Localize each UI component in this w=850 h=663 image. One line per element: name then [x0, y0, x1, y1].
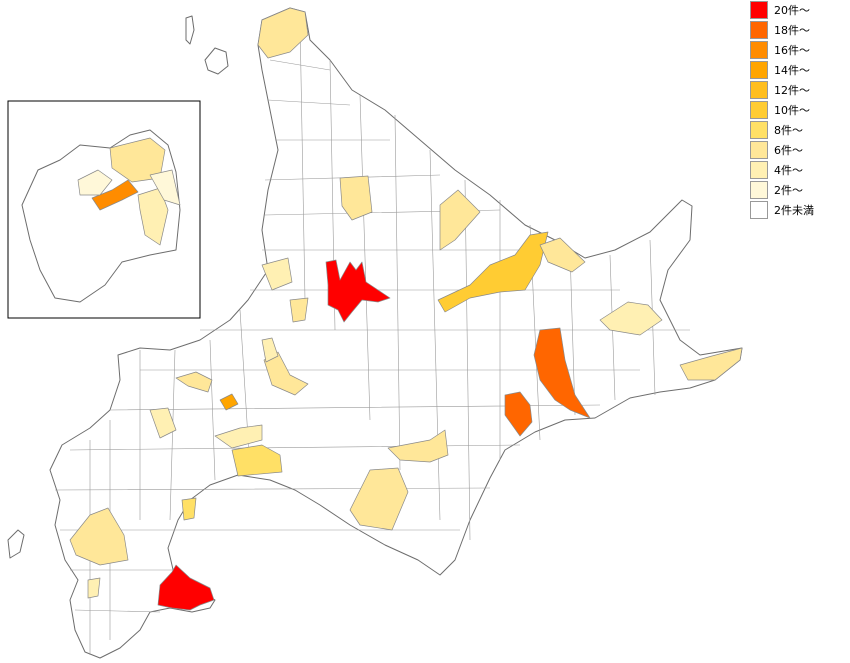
legend-item: 6件～	[750, 140, 846, 160]
legend-label: 10件～	[774, 104, 810, 117]
legend-item: 10件～	[750, 100, 846, 120]
legend-item: 16件～	[750, 40, 846, 60]
legend-label: 20件～	[774, 4, 810, 17]
region-pale-13	[149, 407, 177, 439]
region-pale-19	[261, 337, 279, 363]
legend-swatch	[750, 81, 768, 99]
region-asahikawa	[325, 259, 391, 323]
region-pale-2	[439, 189, 481, 251]
legend-swatch	[750, 61, 768, 79]
legend-label: 18件～	[774, 24, 810, 37]
legend-swatch	[750, 161, 768, 179]
region-wakkanai	[257, 7, 309, 59]
region-pale-18	[87, 577, 101, 599]
region-pale-7	[387, 429, 449, 463]
legend-label: 12件～	[774, 84, 810, 97]
legend-label: 14件～	[774, 64, 810, 77]
inset-ward-pale-4	[149, 169, 181, 206]
legend-item: 18件～	[750, 20, 846, 40]
legend-swatch	[750, 21, 768, 39]
legend-label: 6件～	[774, 144, 803, 157]
region-pale-15	[261, 257, 293, 291]
legend-item: 20件～	[750, 0, 846, 20]
legend-swatch	[750, 41, 768, 59]
legend-label: 16件～	[774, 44, 810, 57]
legend-label: 4件～	[774, 164, 803, 177]
legend-swatch	[750, 201, 768, 219]
legend-swatch	[750, 101, 768, 119]
region-pale-17	[181, 497, 197, 521]
legend: 20件～ 18件～ 16件～ 14件～ 12件～ 10件～ 8件～ 6件～ 4件…	[750, 0, 846, 220]
region-pale-4	[679, 347, 743, 381]
legend-item: 2件未満	[750, 200, 846, 220]
region-kushiro-coast	[504, 391, 533, 437]
region-pale-8	[231, 444, 283, 477]
region-pale-3	[599, 301, 663, 336]
region-pale-10	[263, 351, 309, 396]
legend-swatch	[750, 121, 768, 139]
inset-ward-orange	[91, 179, 139, 211]
region-pale-5	[539, 237, 586, 273]
legend-label: 8件～	[774, 124, 803, 137]
region-obihiro	[533, 327, 591, 419]
legend-label: 2件～	[774, 184, 803, 197]
okushiri-island	[7, 529, 25, 559]
legend-label: 2件未満	[774, 204, 814, 217]
legend-swatch	[750, 141, 768, 159]
legend-swatch	[750, 181, 768, 199]
inset-ward-pale-2	[77, 169, 113, 196]
region-pale-6	[349, 467, 409, 531]
legend-swatch	[750, 1, 768, 19]
colored-municipalities	[69, 7, 743, 611]
region-pale-1	[339, 175, 373, 221]
region-pale-14	[69, 507, 129, 566]
region-pale-16	[289, 297, 309, 323]
legend-item: 14件～	[750, 60, 846, 80]
sapporo-inset-wards	[77, 137, 181, 246]
rebun-island	[185, 15, 195, 45]
rishiri-island	[204, 47, 229, 75]
region-pale-11	[175, 371, 213, 393]
legend-item: 12件～	[750, 80, 846, 100]
region-pale-12	[219, 393, 239, 411]
legend-item: 4件～	[750, 160, 846, 180]
hokkaido-mainland	[49, 7, 743, 659]
region-pale-9	[214, 424, 263, 449]
region-hakodate	[157, 564, 215, 611]
legend-item: 2件～	[750, 180, 846, 200]
legend-item: 8件～	[750, 120, 846, 140]
